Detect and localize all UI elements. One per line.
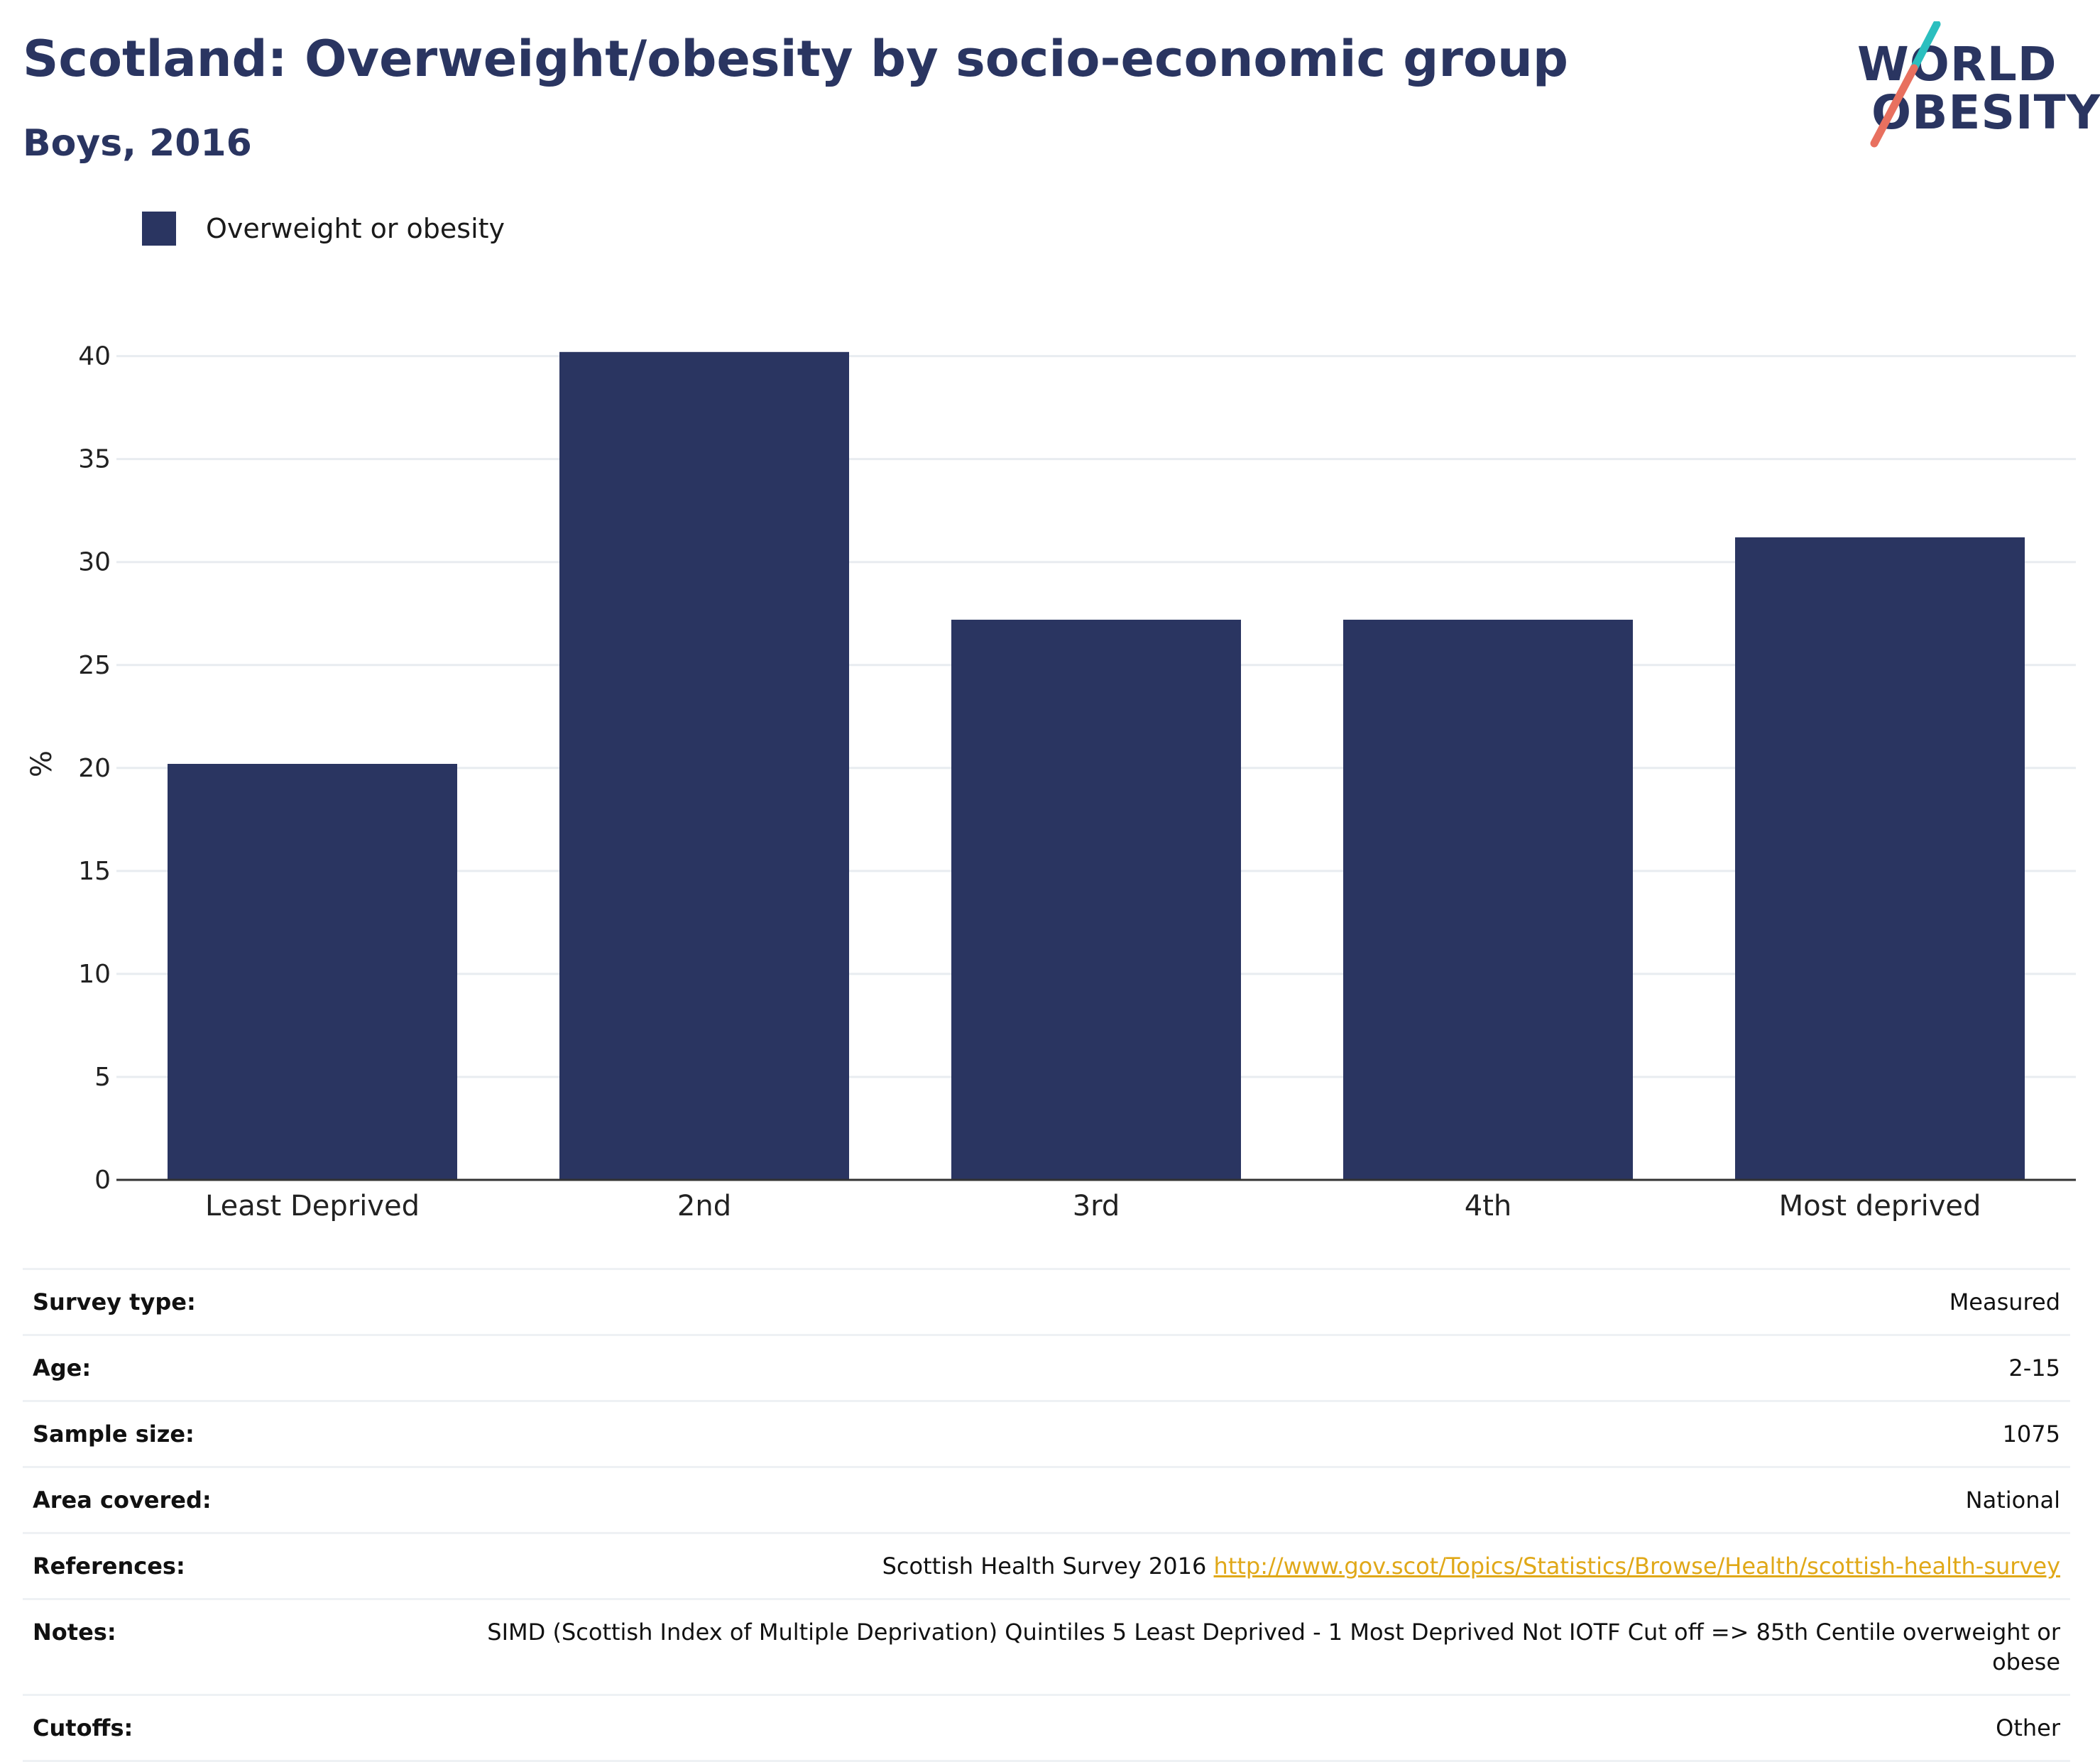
logo-line-1: WORLD (1857, 37, 2057, 92)
metadata-value: SIMD (Scottish Index of Multiple Depriva… (427, 1617, 2060, 1677)
y-tick-label: 10 (78, 960, 111, 989)
y-tick-label: 25 (78, 651, 111, 680)
logo-line-2: OBESITY (1871, 85, 2100, 140)
bar[interactable] (559, 351, 849, 1180)
metadata-label: References: (33, 1553, 185, 1580)
metadata-value-text: Scottish Health Survey 2016 (882, 1553, 1207, 1580)
metadata-row: Age: 2-15 (23, 1336, 2070, 1402)
metadata-value-text: Other (1996, 1714, 2060, 1741)
metadata-label: Sample size: (33, 1421, 195, 1448)
metadata-row: Area covered: National (23, 1468, 2070, 1534)
metadata-value-text: Measured (1949, 1288, 2060, 1315)
y-tick-label: 5 (94, 1063, 111, 1092)
y-tick-label: 35 (78, 445, 111, 474)
metadata-row: Sample size: 1075 (23, 1402, 2070, 1468)
metadata-label: Area covered: (33, 1487, 212, 1514)
metadata-value: National (1966, 1485, 2060, 1515)
metadata-label: Cutoffs: (33, 1714, 133, 1741)
chart-legend[interactable]: Overweight or obesity (142, 212, 505, 246)
x-tick-label: Least Deprived (205, 1190, 420, 1221)
metadata-value: Scottish Health Survey 2016 http://www.g… (882, 1551, 2060, 1581)
metadata-value-text: 1075 (2002, 1421, 2060, 1448)
metadata-value: 1075 (2003, 1419, 2060, 1449)
y-tick-label: 0 (94, 1166, 111, 1195)
y-tick-label: 15 (78, 857, 111, 886)
legend-swatch (142, 212, 176, 246)
metadata-label: Notes: (33, 1619, 116, 1646)
chart-subtitle: Boys, 2016 (23, 122, 252, 165)
y-tick-label: 30 (78, 548, 111, 577)
logo-slash-icon (1870, 21, 1941, 148)
chart-title: Scotland: Overweight/obesity by socio-ec… (23, 30, 1568, 88)
legend-label: Overweight or obesity (206, 213, 505, 244)
metadata-table: Survey type: Measured Age: 2-15 Sample size:… (23, 1268, 2070, 1762)
metadata-label: Age: (33, 1355, 92, 1381)
metadata-value: Other (1996, 1713, 2060, 1743)
x-tick-label: 4th (1465, 1190, 1511, 1221)
metadata-value-text: National (1965, 1487, 2060, 1514)
y-tick-label: 20 (78, 754, 111, 783)
metadata-value-text: SIMD (Scottish Index of Multiple Depriva… (487, 1619, 2060, 1675)
y-tick-label: 40 (78, 342, 111, 371)
metadata-row: Notes: SIMD (Scottish Index of Multiple D… (23, 1600, 2070, 1696)
world-obesity-logo: WORLD OBESITY (1846, 21, 2100, 149)
metadata-row: Cutoffs: Other (23, 1696, 2070, 1762)
bar[interactable] (1343, 619, 1633, 1180)
metadata-value: 2-15 (2008, 1353, 2060, 1383)
metadata-value-text: 2-15 (2008, 1355, 2060, 1381)
metadata-label: Survey type: (33, 1288, 196, 1315)
bar-chart: 0 5 10 15 20 25 30 35 40% Least Deprived 2nd 3rd 4th… (26, 342, 2076, 1221)
bar[interactable] (951, 619, 1241, 1180)
metadata-value: Measured (1949, 1287, 2060, 1317)
metadata-row: References: Scottish Health Survey 2016 h… (23, 1534, 2070, 1600)
metadata-row: Survey type: Measured (23, 1270, 2070, 1336)
x-tick-label: 3rd (1073, 1190, 1120, 1221)
x-tick-label: 2nd (677, 1190, 731, 1221)
bar[interactable] (1735, 537, 2025, 1180)
y-axis-label: % (26, 750, 58, 777)
bar[interactable] (168, 764, 457, 1180)
x-tick-label: Most deprived (1779, 1190, 1981, 1221)
reference-link[interactable]: http://www.gov.scot/Topics/Statistics/Br… (1213, 1553, 2060, 1580)
